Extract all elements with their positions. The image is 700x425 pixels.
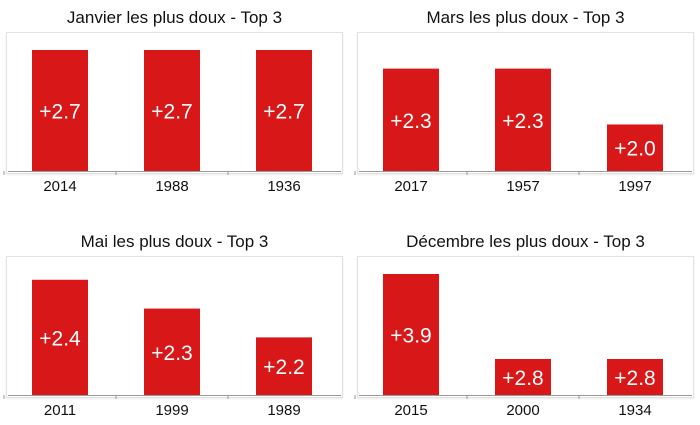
data-label: +2.3 bbox=[390, 110, 431, 133]
data-label: +2.7 bbox=[39, 101, 80, 124]
bar bbox=[32, 50, 88, 171]
bar bbox=[607, 359, 663, 395]
data-label: +2.0 bbox=[614, 138, 655, 161]
data-label: +2.2 bbox=[263, 356, 304, 379]
x-tick-label: 1999 bbox=[155, 402, 188, 419]
bar-chart-decembre: +3.9 2015 +2.8 2000 +2.8 1934 bbox=[354, 274, 692, 419]
chart-title: Janvier les plus doux - Top 3 bbox=[66, 8, 283, 27]
x-tick-label: 1997 bbox=[618, 178, 651, 195]
x-tick-label: 1988 bbox=[155, 178, 188, 195]
x-tick-label: 2015 bbox=[394, 402, 427, 419]
bar bbox=[607, 124, 663, 171]
data-label: +2.3 bbox=[502, 110, 543, 133]
chart-title: Mai les plus doux - Top 3 bbox=[80, 232, 269, 251]
chart-panel-decembre: Décembre les plus doux - Top 3 +3.9 2015 +… bbox=[354, 232, 694, 422]
x-tick-label: 1989 bbox=[267, 402, 300, 419]
x-tick-label: 1936 bbox=[267, 178, 300, 195]
chart-title: Mars les plus doux - Top 3 bbox=[426, 8, 625, 27]
bar-chart-janvier: +2.7 2014 +2.7 1988 +2.7 1936 bbox=[3, 50, 341, 195]
x-tick-label: 1934 bbox=[618, 402, 651, 419]
x-tick-label: 2000 bbox=[506, 402, 539, 419]
data-label: +2.7 bbox=[151, 101, 192, 124]
x-tick-label: 2017 bbox=[394, 178, 427, 195]
bar-chart-mai: +2.4 2011 +2.3 1999 +2.2 1989 bbox=[3, 279, 341, 419]
bar bbox=[144, 50, 200, 171]
bar bbox=[256, 50, 312, 171]
chart-title: Décembre les plus doux - Top 3 bbox=[406, 232, 645, 251]
data-label: +2.7 bbox=[263, 101, 304, 124]
data-label: +3.9 bbox=[390, 325, 431, 348]
chart-panel-mars: Mars les plus doux - Top 3 +2.3 2017 +2.3 1… bbox=[354, 8, 694, 198]
x-tick-label: 2011 bbox=[44, 402, 76, 419]
bar-chart-mars: +2.3 2017 +2.3 1957 +2.0 1997 bbox=[354, 68, 692, 195]
bar bbox=[256, 337, 312, 395]
x-tick-label: 1957 bbox=[506, 178, 539, 195]
chart-panel-janvier: Janvier les plus doux - Top 3 +2.7 2014 +2… bbox=[3, 8, 343, 198]
bar bbox=[32, 279, 88, 395]
data-label: +2.4 bbox=[39, 327, 81, 350]
bar bbox=[495, 359, 551, 395]
bar bbox=[495, 68, 551, 171]
chart-panel-mai: Mai les plus doux - Top 3 +2.4 2011 +2.3 19… bbox=[3, 232, 343, 422]
data-label: +2.8 bbox=[502, 367, 543, 390]
data-label: +2.3 bbox=[151, 342, 192, 365]
data-label: +2.8 bbox=[614, 367, 655, 390]
bar bbox=[383, 274, 439, 395]
bar bbox=[144, 308, 200, 395]
x-tick-label: 2014 bbox=[43, 178, 76, 195]
bar bbox=[383, 68, 439, 171]
